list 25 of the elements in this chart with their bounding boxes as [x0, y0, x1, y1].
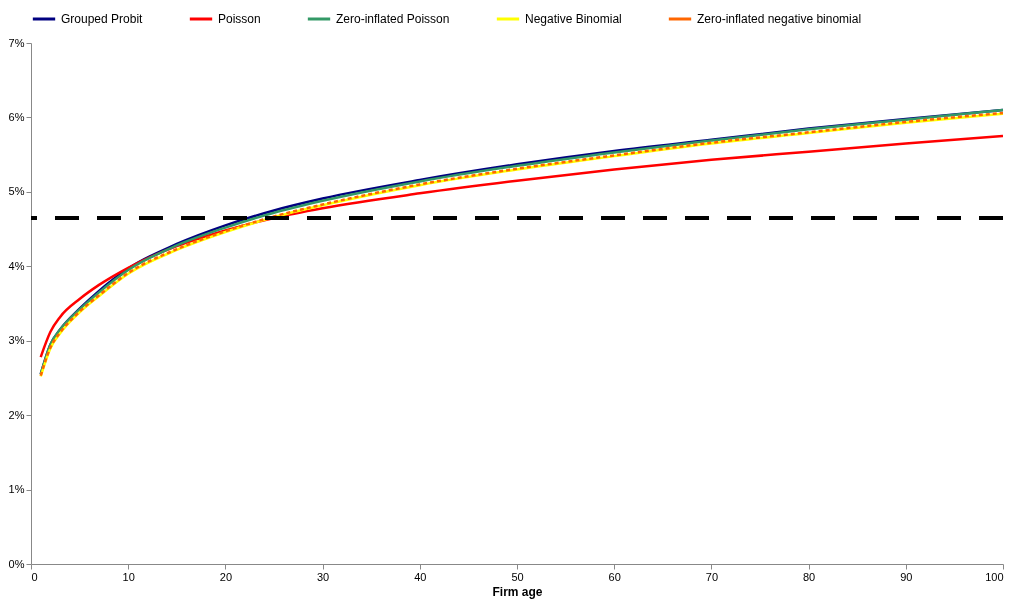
legend-label: Poisson — [218, 12, 261, 26]
legend-label: Zero-inflated negative binomial — [697, 12, 862, 26]
y-tick-label: 3% — [8, 334, 25, 347]
x-tick-label: 10 — [122, 570, 135, 583]
x-tick-label: 100 — [985, 570, 1004, 583]
x-tick-label: 0 — [31, 570, 38, 583]
y-tick-label: 6% — [8, 110, 25, 123]
x-axis-title: Firm age — [492, 584, 543, 599]
x-tick-label: 80 — [802, 570, 816, 583]
y-tick-label: 7% — [8, 36, 25, 49]
x-tick-label: 30 — [316, 570, 330, 583]
y-tick-label: 1% — [8, 483, 25, 496]
legend-label: Zero-inflated Poisson — [336, 12, 450, 26]
x-tick-label: 40 — [414, 570, 427, 583]
x-tick-label: 50 — [511, 570, 524, 583]
x-tick-label: 70 — [705, 570, 719, 583]
legend-label: Grouped Probit — [61, 12, 144, 26]
x-tick-label: 20 — [219, 570, 233, 583]
y-tick-label: 0% — [8, 557, 25, 570]
y-tick-label: 5% — [8, 185, 25, 198]
x-tick-label: 90 — [900, 570, 913, 583]
y-tick-label: 4% — [8, 259, 25, 272]
x-tick-label: 60 — [608, 570, 621, 583]
y-tick-label: 2% — [8, 408, 25, 421]
legend-label: Negative Binomial — [525, 12, 622, 26]
